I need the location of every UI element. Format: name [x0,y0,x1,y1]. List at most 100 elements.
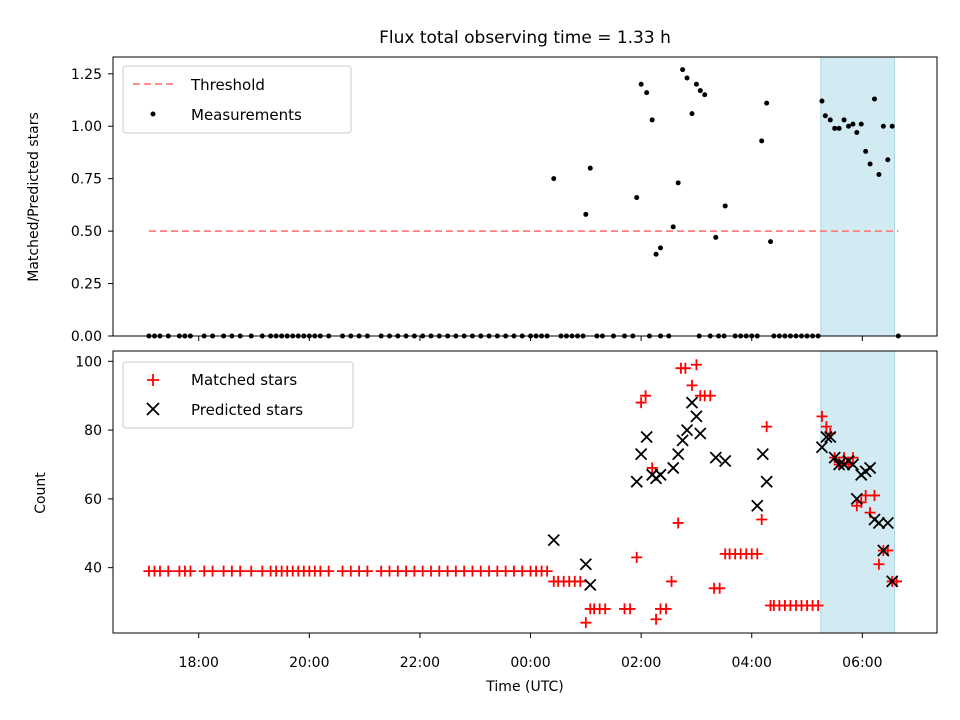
matched-star-point [580,617,592,629]
predicted-star-point [820,430,833,444]
predicted-star-point [756,448,769,461]
measurement-point [867,161,873,167]
predicted-star-point [863,461,877,475]
measurement-point [689,111,695,117]
predicted-star-point [719,454,732,468]
matched-star-point [234,565,246,577]
x-tick-label: 06:00 [842,655,882,671]
legend-label-predicted: Predicted stars [191,401,303,419]
predicted-star-point [634,448,648,461]
predicted-star-point [872,516,886,530]
chart-title: Flux total observing time = 1.33 h [379,28,671,48]
predicted-star-point [640,430,653,444]
matched-star-point [624,603,636,615]
matched-star-point [672,517,684,529]
predicted-star-point [846,458,860,471]
matched-star-point [812,599,824,611]
x-tick-label: 22:00 [400,655,440,671]
matched-star-point [184,565,196,577]
top-y-tick-label: 1.00 [71,119,102,135]
x-tick-label: 00:00 [510,655,550,671]
matched-star-point [640,390,652,402]
measurement-point [764,100,770,106]
measurement-point [841,117,847,123]
matched-star-point [650,613,662,625]
matched-star-point [541,565,553,577]
matched-star-point [666,575,678,587]
measurement-point [644,90,650,96]
measurement-point [638,81,644,87]
measurement-point [863,148,869,154]
predicted-star-point [547,534,560,547]
top-y-tick-label: 0.25 [71,277,102,293]
measurement-point [872,96,878,102]
predicted-star-point [850,492,863,506]
measurement-point [702,92,708,98]
measurement-point [876,171,882,177]
measurement-point [551,176,557,182]
legend-label-threshold: Threshold [190,76,265,94]
matched-star-point [361,565,373,577]
bottom-y-tick-label: 60 [84,492,102,508]
measurement-point [697,88,703,94]
measurement-point [819,98,825,104]
predicted-star-point [672,448,685,461]
x-tick-label: 04:00 [732,655,772,671]
matched-legend-swatch [147,374,159,386]
measurement-point [885,157,891,163]
predicted-star-point [886,575,899,588]
measurement-point [583,211,589,217]
top-y-tick-label: 0.00 [71,329,102,345]
predicted-star-point [815,441,829,454]
predicted-star-point [630,475,643,488]
top-legend: Threshold Measurements [122,65,352,134]
predicted-star-point [690,410,703,423]
bottom-y-tick-label: 40 [84,561,102,577]
bottom-legend-box [122,361,354,429]
bottom-y-axis-label: Count [33,472,49,514]
bottom-y-tick-label: 80 [84,423,102,439]
measurement-point [854,130,860,136]
predicted-star-point [654,468,667,481]
matched-star-point [869,489,881,501]
bottom-plot-area [143,359,903,629]
measurement-point [768,239,774,245]
matched-star-point [207,565,219,577]
measurement-point [759,138,765,144]
measurements-legend-swatch [150,111,156,117]
measurement-point [634,195,640,201]
bottom-shaded-span [820,350,895,634]
measurement-point [713,234,719,240]
predicted-star-point [881,516,894,530]
matched-star-point [635,397,647,409]
bottom-legend: Matched stars Predicted stars [122,361,354,429]
predicted-star-point [828,451,841,464]
measurement-point [880,123,886,129]
measurement-point [850,121,856,127]
measurement-point [846,123,852,129]
top-y-tick-label: 0.75 [71,172,102,188]
predicted-legend-swatch [146,402,160,416]
predicted-star-point [694,427,707,440]
matched-star-point [704,390,716,402]
bottom-y-tick-label: 100 [75,354,102,370]
x-tick-label: 18:00 [179,655,219,671]
top-y-tick-label: 0.50 [71,224,102,240]
matched-star-point [679,362,691,374]
measurement-point [822,113,828,119]
measurement-point [653,251,659,257]
predicted-star-point [709,451,722,464]
predicted-star-point [676,434,689,447]
matched-star-point [631,551,643,563]
x-axis-label: Time (UTC) [485,679,563,695]
bottom-axes-frame [112,350,938,634]
measurement-point [684,75,690,81]
top-y-axis: 0.00 0.25 0.50 0.75 1.00 1.25 [71,67,113,345]
predicted-star-point [877,544,890,557]
predicted-star-point [824,430,837,444]
predicted-star-point [584,578,597,591]
matched-star-point [756,514,768,526]
predicted-star-point [760,475,773,488]
measurement-point [670,224,676,230]
measurement-point [836,125,842,131]
